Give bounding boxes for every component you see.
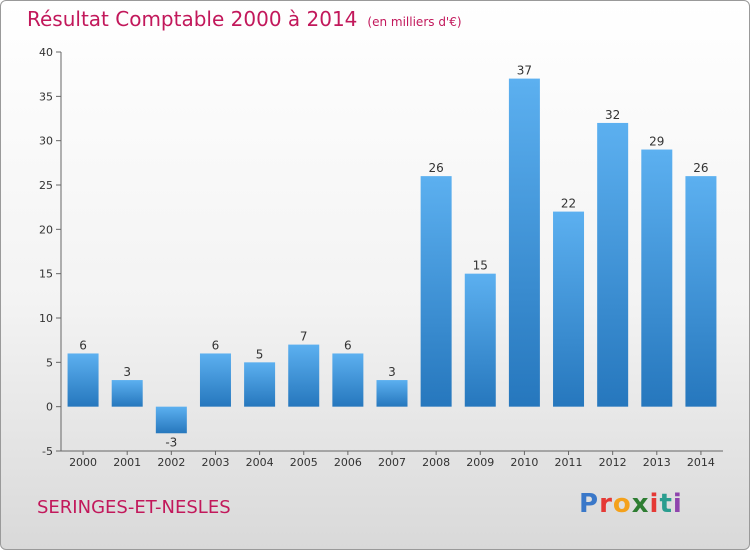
bar-2011	[553, 211, 585, 407]
x-tick-label: 2002	[157, 456, 185, 469]
y-tick-label: 10	[39, 312, 53, 325]
x-tick-label: 2007	[378, 456, 406, 469]
logo-letter: t	[659, 489, 673, 519]
y-tick-label: 30	[39, 135, 53, 148]
bar-2010	[508, 78, 540, 407]
x-tick-label: 2008	[422, 456, 450, 469]
x-tick-label: 2012	[599, 456, 627, 469]
y-tick-label: -5	[42, 445, 53, 458]
value-label-2003: 6	[212, 338, 220, 352]
chart-subtitle: (en milliers d'€)	[367, 15, 462, 29]
bar-2012	[597, 122, 629, 407]
value-label-2004: 5	[256, 347, 264, 361]
bar-2000	[67, 353, 99, 407]
x-tick-label: 2006	[334, 456, 362, 469]
bar-2005	[288, 344, 320, 407]
value-label-2010: 37	[517, 64, 532, 78]
value-label-2001: 3	[123, 365, 131, 379]
x-tick-label: 2013	[643, 456, 671, 469]
chart-title: Résultat Comptable 2000 à 2014 (en millie…	[27, 7, 462, 31]
value-label-2007: 3	[388, 365, 396, 379]
y-tick-label: 40	[39, 46, 53, 59]
x-tick-label: 2009	[466, 456, 494, 469]
value-label-2000: 6	[79, 338, 87, 352]
value-labels: 6 3 -3 6 5 7 6 3 26 15 37 22 32 29 26	[79, 64, 708, 450]
x-tick-label: 2001	[113, 456, 141, 469]
y-tick-label: 20	[39, 223, 53, 236]
bars	[67, 78, 717, 434]
bar-2002	[155, 406, 187, 434]
y-tick-label: 25	[39, 179, 53, 192]
value-label-2008: 26	[428, 161, 443, 175]
bar-2014	[685, 176, 717, 407]
logo-letter: r	[599, 489, 613, 519]
chart-title-text: Résultat Comptable 2000 à 2014	[27, 7, 358, 31]
y-tick-label: 5	[46, 356, 53, 369]
y-tick-label: 35	[39, 90, 53, 103]
bar-2013	[641, 149, 673, 407]
bar-2007	[376, 380, 408, 407]
logo-letter: o	[612, 489, 632, 519]
logo-letter: x	[631, 489, 650, 519]
commune-name: SERINGES-ET-NESLES	[37, 497, 231, 518]
value-label-2013: 29	[649, 135, 664, 149]
value-label-2006: 6	[344, 338, 352, 352]
value-label-2012: 32	[605, 108, 620, 122]
x-tick-label: 2010	[510, 456, 538, 469]
value-label-2014: 26	[693, 161, 708, 175]
logo-letter: P	[579, 489, 600, 519]
bar-2008	[420, 176, 452, 407]
value-label-2002: -3	[165, 435, 177, 449]
logo-letter: i	[672, 489, 683, 519]
value-label-2011: 22	[561, 197, 576, 211]
bar-2003	[199, 353, 231, 407]
x-tick-label: 2004	[246, 456, 274, 469]
bar-2006	[332, 353, 364, 407]
x-tick-label: 2005	[290, 456, 318, 469]
x-tick-label: 2014	[687, 456, 715, 469]
value-label-2005: 7	[300, 330, 308, 344]
bar-2004	[244, 362, 276, 407]
y-tick-label: 0	[46, 401, 53, 414]
x-tick-label: 2003	[201, 456, 229, 469]
bar-2001	[111, 380, 143, 407]
value-label-2009: 15	[473, 259, 488, 273]
x-tick-label: 2000	[69, 456, 97, 469]
x-tick-label: 2011	[555, 456, 583, 469]
logo-letter: i	[649, 489, 660, 519]
bar-2009	[464, 273, 496, 407]
y-tick-label: 15	[39, 268, 53, 281]
proxiti-logo: Proxiti	[579, 489, 683, 519]
